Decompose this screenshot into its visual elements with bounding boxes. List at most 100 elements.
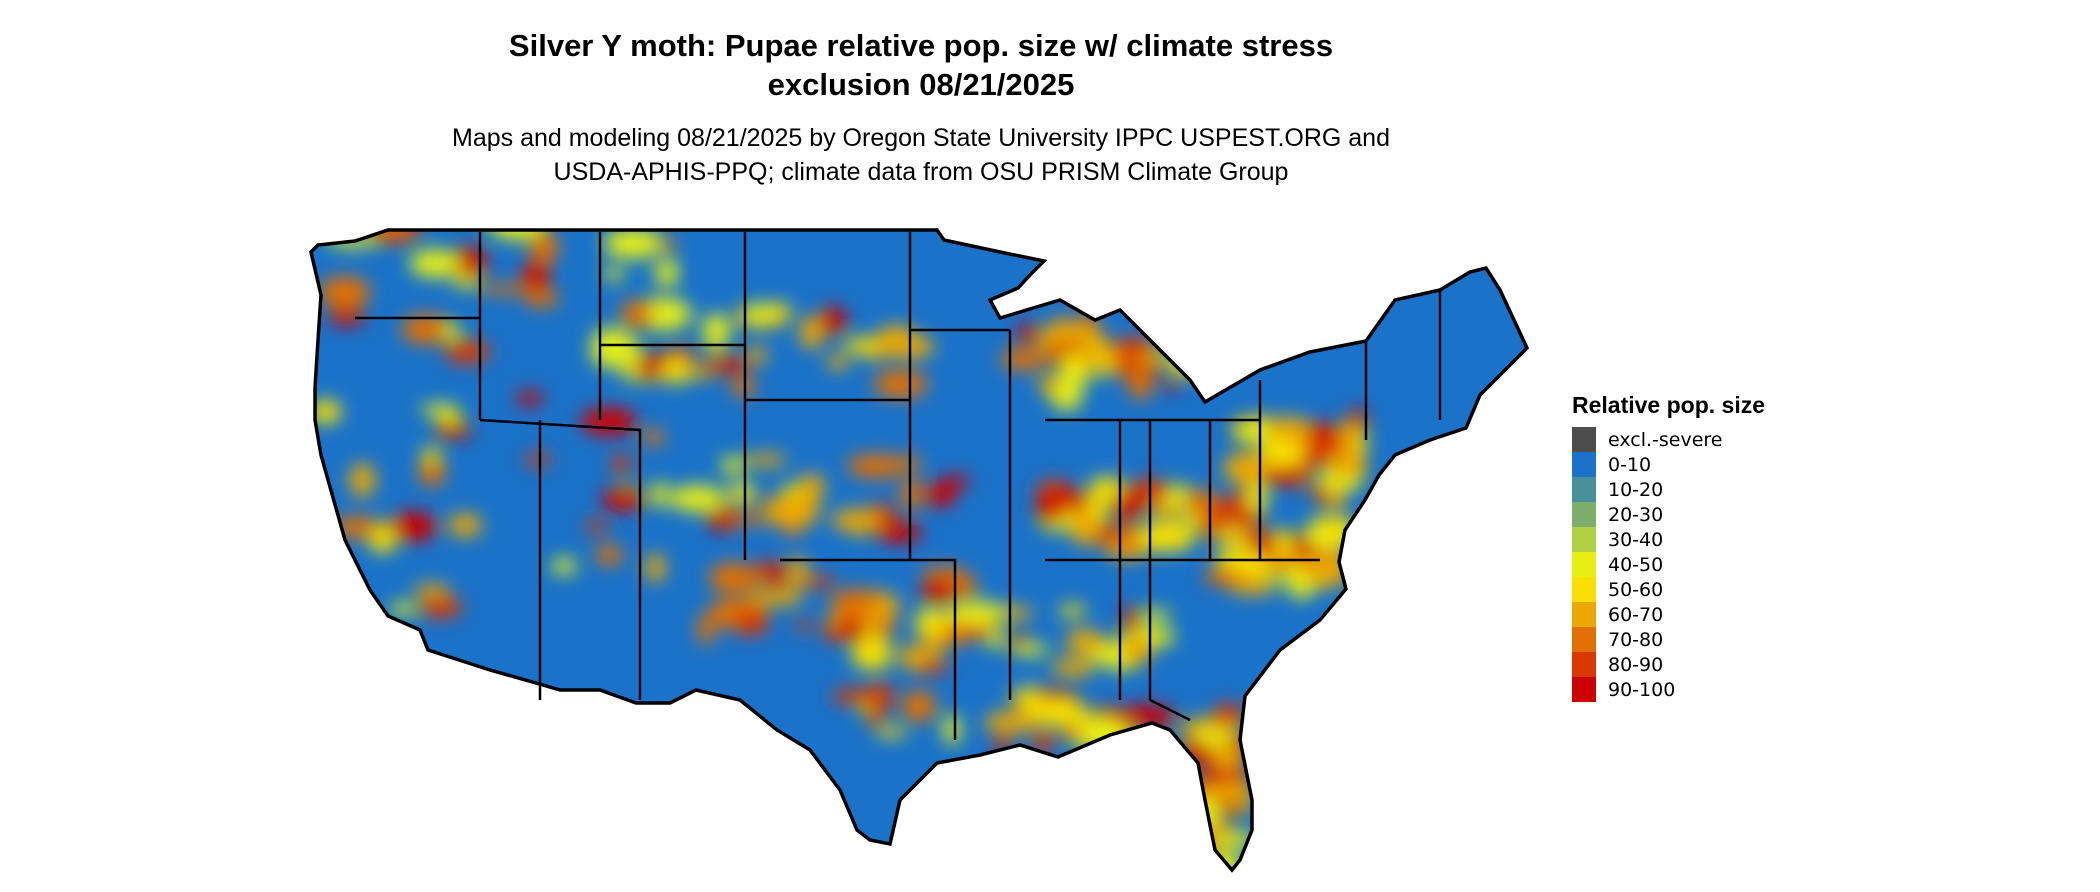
hotspot xyxy=(1137,520,1196,552)
hotspot xyxy=(1247,482,1268,513)
hotspot xyxy=(634,196,684,216)
hotspot xyxy=(412,584,451,597)
subtitle-line2: USDA-APHIS-PPQ; climate data from OSU PR… xyxy=(553,158,1289,186)
state-borders xyxy=(355,232,1442,740)
legend-swatch xyxy=(1572,627,1596,652)
hotspot xyxy=(721,456,746,475)
hotspot xyxy=(1118,704,1177,729)
legend-label: 80-90 xyxy=(1608,653,1664,676)
hotspot xyxy=(418,457,446,487)
hotspot xyxy=(1031,698,1087,727)
hotspot xyxy=(1059,604,1086,618)
hotspot xyxy=(846,517,871,536)
hotspot xyxy=(1112,488,1143,522)
legend-item: excl.-severe xyxy=(1572,427,1765,452)
legend-item: 30-40 xyxy=(1572,527,1765,552)
legend-item: 40-50 xyxy=(1572,552,1765,577)
hotspot xyxy=(869,681,894,711)
hotspot xyxy=(1020,685,1039,716)
hotspot xyxy=(731,376,756,397)
hotspot xyxy=(421,447,441,464)
legend-label: 70-80 xyxy=(1608,628,1664,651)
hotspot xyxy=(604,266,624,282)
legend-label: 40-50 xyxy=(1608,553,1664,576)
hotspot xyxy=(650,481,668,507)
hotspot xyxy=(763,588,802,606)
hotspot xyxy=(595,544,623,566)
hotspot xyxy=(703,356,753,374)
hotspot xyxy=(600,487,646,512)
hotspot xyxy=(450,246,489,278)
hotspot xyxy=(524,453,552,466)
hotspot xyxy=(1060,351,1089,374)
hotspot xyxy=(1146,504,1190,517)
hotspot xyxy=(879,334,935,359)
hotspot xyxy=(983,711,1039,734)
hotspot xyxy=(801,575,837,588)
hotspot xyxy=(1272,527,1293,559)
hotspots xyxy=(311,196,1368,870)
hotspot xyxy=(724,575,763,590)
hotspot xyxy=(916,608,945,619)
hotspot xyxy=(873,370,928,399)
hotspot xyxy=(876,727,908,738)
hotspot xyxy=(443,340,491,364)
subtitle-line1: Maps and modeling 08/21/2025 by Oregon S… xyxy=(452,124,1390,152)
hotspot xyxy=(1065,629,1105,654)
hotspot xyxy=(818,306,847,335)
hotspot xyxy=(478,203,537,225)
hotspot xyxy=(901,690,937,722)
hotspot xyxy=(900,477,922,510)
hotspot xyxy=(919,567,968,580)
hotspot xyxy=(766,561,786,591)
hotspot xyxy=(1035,494,1066,524)
hotspot xyxy=(1011,643,1050,656)
legend-label: excl.-severe xyxy=(1608,428,1723,451)
hotspot xyxy=(1218,740,1240,772)
hotspot xyxy=(655,258,679,287)
legend-label: 30-40 xyxy=(1608,528,1664,551)
legend-item: 10-20 xyxy=(1572,477,1765,502)
legend-title: Relative pop. size xyxy=(1572,392,1766,418)
hotspot xyxy=(830,589,881,615)
hotspot xyxy=(798,473,825,502)
legend-label: 0-10 xyxy=(1608,453,1652,476)
hotspot xyxy=(530,230,558,265)
hotspot xyxy=(1269,416,1312,442)
hotspot xyxy=(642,429,665,446)
hotspot xyxy=(584,520,609,533)
hotspot xyxy=(434,423,473,439)
hotspot xyxy=(1212,703,1245,727)
hotspot xyxy=(794,620,814,631)
hotspot xyxy=(1206,782,1257,800)
hotspot xyxy=(1000,348,1046,371)
map-title-line2: exclusion 08/21/2025 xyxy=(767,67,1075,102)
hotspot xyxy=(706,507,743,531)
hotspot xyxy=(610,454,632,474)
legend-item: 0-10 xyxy=(1572,452,1765,477)
hotspot xyxy=(1234,580,1271,595)
legend-swatch xyxy=(1572,527,1596,552)
hotspot xyxy=(746,346,768,363)
hotspot xyxy=(645,553,666,583)
legend-label: 20-30 xyxy=(1608,503,1664,526)
hotspot xyxy=(1318,518,1354,542)
legend: Relative pop. size excl.-severe 0-10 10-20… xyxy=(1572,392,1765,702)
hotspot xyxy=(603,230,663,259)
legend-swatch xyxy=(1572,677,1596,702)
hotspot xyxy=(367,230,422,244)
hotspot xyxy=(799,315,824,350)
legend-item: 20-30 xyxy=(1572,502,1765,527)
hotspot xyxy=(724,512,778,524)
hotspot xyxy=(521,260,550,293)
hotspot xyxy=(1127,365,1153,400)
hotspot xyxy=(826,354,849,370)
legend-label: 60-70 xyxy=(1608,603,1664,626)
hotspot xyxy=(420,404,459,416)
hotspot xyxy=(1017,323,1039,344)
hotspot xyxy=(656,367,690,379)
hotspot xyxy=(923,483,957,507)
hotspot xyxy=(443,322,461,341)
hotspot xyxy=(551,557,577,575)
hotspot xyxy=(448,513,482,537)
